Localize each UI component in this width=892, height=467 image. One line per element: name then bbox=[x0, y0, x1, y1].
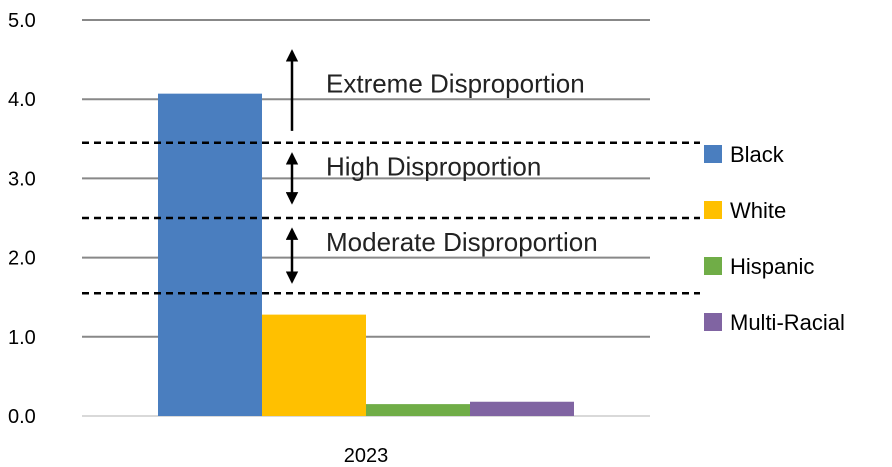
bar-hispanic bbox=[366, 404, 470, 416]
legend-swatch bbox=[704, 313, 722, 331]
legend-swatch bbox=[704, 257, 722, 275]
x-category-label: 2023 bbox=[344, 445, 389, 467]
x-axis: 2023 bbox=[344, 445, 389, 467]
y-tick-label: 0.0 bbox=[8, 406, 36, 428]
bars bbox=[158, 93, 574, 416]
y-tick-label: 2.0 bbox=[8, 248, 36, 270]
y-tick-label: 3.0 bbox=[8, 168, 36, 190]
legend-label: Black bbox=[730, 142, 785, 167]
legend: Black White Hispanic Multi-Racial bbox=[704, 142, 845, 335]
legend-label: White bbox=[730, 198, 786, 223]
annotation-label: High Disproportion bbox=[326, 152, 541, 182]
y-tick-label: 5.0 bbox=[8, 10, 36, 32]
y-tick-label: 1.0 bbox=[8, 327, 36, 349]
threshold-lines bbox=[82, 141, 700, 295]
annotation-label: Extreme Disproportion bbox=[326, 68, 585, 98]
legend-label: Hispanic bbox=[730, 254, 814, 279]
bar-black bbox=[158, 93, 262, 416]
bar-white bbox=[262, 314, 366, 416]
annotation-label: Moderate Disproportion bbox=[326, 227, 598, 257]
y-axis: 0.0 1.0 2.0 3.0 4.0 5.0 bbox=[8, 10, 36, 428]
bar-multi-racial bbox=[470, 401, 574, 416]
legend-label: Multi-Racial bbox=[730, 310, 845, 335]
legend-swatch bbox=[704, 145, 722, 163]
legend-swatch bbox=[704, 201, 722, 219]
annotations: Extreme Disproportion High Disproportion M… bbox=[285, 49, 598, 284]
y-tick-label: 4.0 bbox=[8, 89, 36, 111]
